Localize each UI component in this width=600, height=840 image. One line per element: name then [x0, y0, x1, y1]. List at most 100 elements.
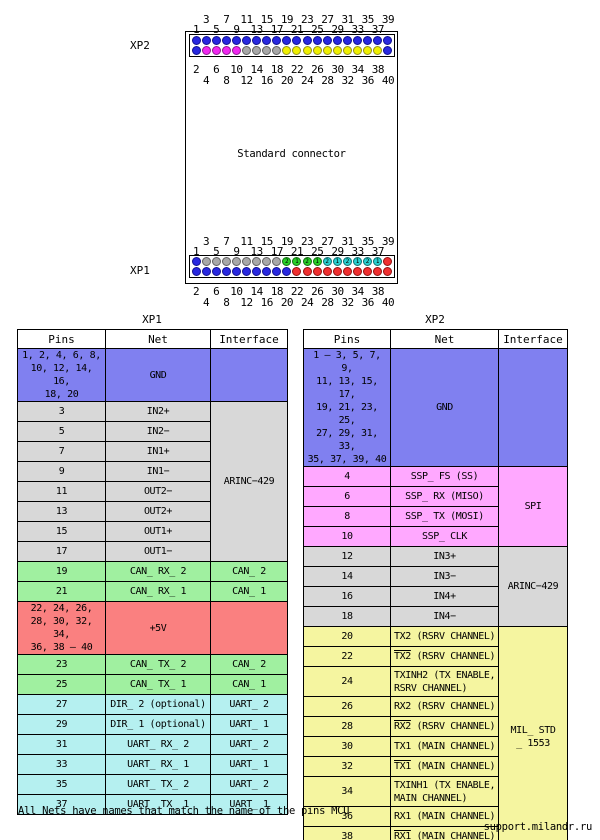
footer-note: All Nets have names that match the name …: [18, 805, 350, 817]
pin-circle: [312, 46, 322, 55]
pin-circle: [211, 46, 221, 55]
pin-number: 29: [331, 23, 344, 36]
pin-circle: [201, 46, 211, 55]
pins-cell: 5: [17, 421, 106, 442]
pin-number: 33: [351, 245, 365, 258]
table-row: 20 TX2 (RSRV CHANNEL) MIL_ STD _ 1553: [303, 626, 568, 840]
pin-number: 38: [371, 285, 385, 298]
table-row: 8 SSP_ TX (MOSI): [303, 506, 568, 527]
pin-number: 23: [301, 13, 314, 26]
pin-circle: [383, 257, 393, 266]
pin-channel-digit: 2: [305, 257, 309, 265]
table-row: 33 UART_ RX_ 1 UART_ 1: [17, 754, 288, 775]
pin-circle: [221, 46, 231, 55]
pins-cell: 21: [17, 581, 106, 602]
pin-number: 2: [192, 285, 200, 298]
interface-cell: UART_ 1: [210, 794, 288, 815]
interface-cell: UART_ 2: [210, 734, 288, 755]
pin-circle: [211, 267, 221, 276]
net-cell: SSP_ CLK: [390, 526, 499, 547]
pin-circle: [312, 36, 322, 45]
pin-circle: [332, 267, 342, 276]
net-overline-segment: RX1: [394, 831, 411, 840]
pin-number: 6: [213, 63, 220, 76]
pins-cell: 28: [303, 716, 391, 737]
table-row: 35 UART_ TX_ 2 UART_ 2: [17, 774, 288, 795]
net-segment: TXINH2 (TX ENABLE, RSRV CHANNEL): [394, 669, 496, 694]
pin-circle: [383, 36, 393, 45]
pin-circle: [353, 36, 362, 45]
pin-channel-digit: 1: [375, 257, 380, 265]
pin-circle: [191, 36, 201, 45]
interface-cell: UART_ 2: [210, 774, 288, 795]
table-row: 36 RX1 (MAIN CHANNEL): [303, 806, 568, 827]
column-header: Interface: [210, 329, 288, 349]
table-row: 15 OUT1+: [17, 521, 288, 542]
table-row: 37 UART_ TX_ 1 UART_ 1: [17, 794, 288, 815]
column-header: Net: [105, 329, 211, 349]
pin-circle: [373, 46, 383, 55]
pin-number: 34: [351, 63, 365, 76]
table-row: 32 TX1 (MAIN CHANNEL): [303, 756, 568, 777]
interface-cell: CAN_ 1: [210, 581, 288, 602]
interface-cell: MIL_ STD _ 1553: [498, 626, 568, 840]
pin-number: 27: [321, 235, 334, 248]
pin-circle: [221, 267, 231, 276]
pin-number: 16: [260, 74, 274, 87]
pin-circle: [241, 267, 251, 276]
pin-number: 15: [260, 13, 274, 26]
pin-circle: [201, 36, 211, 45]
pins-cell: 22: [303, 646, 391, 667]
pin-circle: [373, 36, 383, 45]
pin-number: 15: [260, 235, 274, 248]
pin-number: 2: [192, 63, 200, 76]
pin-circle: 2: [363, 257, 373, 266]
pin-circle: [312, 267, 322, 276]
pins-cell: 27: [17, 694, 106, 715]
net-cell: SSP_ TX (MOSI): [390, 506, 499, 527]
interface-cell: UART_ 2: [210, 694, 288, 715]
pin-number: 32: [341, 296, 354, 309]
table-row: 28 RX2 (RSRV CHANNEL): [303, 716, 568, 737]
pin-number: 4: [203, 74, 210, 87]
table-row: 25 CAN_ TX_ 1 CAN_ 1: [17, 674, 288, 695]
pin-circle: 1: [332, 257, 342, 266]
pin-circle: [191, 267, 201, 276]
pins-cell: 15: [17, 521, 106, 542]
pins-cell: 30: [303, 736, 391, 757]
pin-number: 39: [381, 13, 395, 26]
pin-number: 7: [223, 13, 230, 26]
table-row: 1, 2, 4, 6, 8, 10, 12, 14, 16, 18, 20 GND: [17, 348, 288, 402]
table-row: 26 RX2 (RSRV CHANNEL): [303, 696, 568, 717]
table-row: 3 IN2+ ARINC−429: [17, 401, 288, 562]
pin-circle: 2: [342, 257, 352, 266]
xp2-table: Pins Net Interface 1 – 3, 5, 7, 9, 11, 13, …: [303, 329, 568, 840]
pin-number: 37: [371, 23, 385, 36]
pin-number: 19: [280, 235, 294, 248]
pin-channel-digit: 2: [285, 257, 289, 265]
pins-cell: 16: [303, 586, 391, 607]
pin-number: 6: [213, 285, 220, 298]
pin-circle: [322, 36, 332, 45]
net-overline-segment: TX1: [394, 761, 411, 772]
pin-circle: [201, 267, 211, 276]
pin-circle: [363, 46, 373, 55]
net-segment: (MAIN CHANNEL): [410, 761, 496, 772]
column-header: Pins: [303, 329, 391, 349]
pin-channel-digit: 2: [345, 257, 350, 265]
net-cell: TXINH1 (TX ENABLE, MAIN CHANNEL): [390, 776, 499, 807]
xp2-bottom-pin-row: [191, 46, 393, 55]
pin-circle: [252, 257, 262, 266]
pin-number: 38: [371, 63, 385, 76]
pin-circle: [272, 257, 282, 266]
pins-cell: 34: [303, 776, 391, 807]
table-title: XP2: [425, 313, 445, 326]
net-cell: UART_ RX_ 2: [105, 734, 211, 755]
net-cell: IN3+: [390, 546, 499, 567]
pin-number: 8: [223, 74, 230, 87]
pin-number: 14: [250, 285, 264, 298]
pin-number: 31: [341, 13, 354, 26]
net-cell: DIR_ 1 (optional): [105, 714, 211, 735]
pin-number: 20: [280, 296, 294, 309]
